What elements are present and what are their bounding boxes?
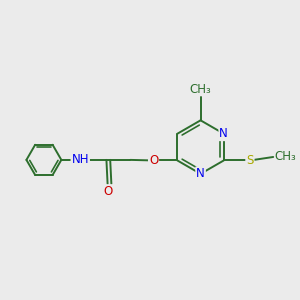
Text: S: S [246,154,254,167]
Text: N: N [219,127,228,140]
Text: O: O [149,154,158,167]
Text: O: O [103,185,112,198]
Text: CH₃: CH₃ [190,82,211,96]
Text: N: N [196,167,205,180]
Text: NH: NH [71,153,89,167]
Text: CH₃: CH₃ [274,151,296,164]
